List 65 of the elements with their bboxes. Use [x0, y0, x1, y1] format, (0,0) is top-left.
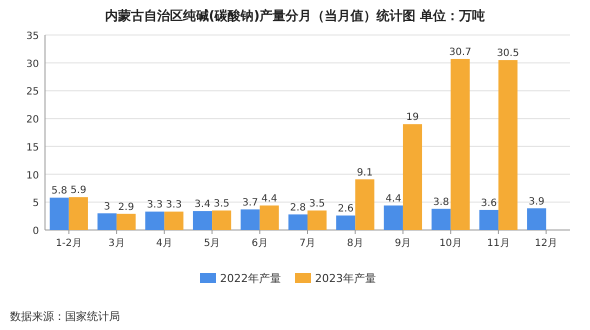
data-label: 3.7	[242, 197, 258, 208]
data-label: 2.9	[118, 202, 134, 213]
data-label: 3.9	[528, 196, 545, 208]
y-tick-label: 35	[26, 31, 39, 42]
data-label: 30.5	[496, 48, 520, 60]
x-tick-label: 12月	[534, 238, 558, 249]
data-label: 30.7	[449, 46, 472, 58]
y-tick-label: 0	[32, 226, 39, 237]
y-tick-label: 5	[32, 198, 39, 210]
bar	[68, 197, 88, 230]
x-tick-label: 11月	[487, 238, 510, 249]
bar	[432, 208, 451, 230]
bar	[355, 179, 374, 230]
x-tick-label: 9月	[394, 238, 412, 249]
bar	[145, 212, 164, 230]
x-tick-label: 5月	[204, 238, 220, 249]
bar	[384, 205, 403, 230]
bar	[260, 205, 279, 230]
source-note: 数据来源：国家统计局	[10, 310, 120, 323]
data-label: 4.4	[385, 193, 402, 204]
bar	[240, 209, 260, 230]
x-tick-label: 6月	[252, 238, 268, 249]
bar	[450, 58, 470, 230]
bar	[288, 214, 308, 230]
chart-title: 内蒙古自治区纯碱(碳酸钠)产量分月（当月值）统计图 单位：万吨	[104, 8, 486, 24]
bar	[498, 60, 518, 230]
x-tick-label: 3月	[108, 238, 125, 249]
data-label: 5.8	[51, 186, 68, 197]
data-label: 3.8	[433, 196, 450, 208]
x-tick-label: 8月	[347, 238, 364, 249]
data-label: 3.3	[146, 200, 163, 211]
data-label: 3.6	[480, 198, 497, 209]
bar	[164, 212, 184, 230]
bar	[116, 214, 136, 230]
data-label: 3.3	[166, 200, 182, 211]
bar	[479, 210, 498, 230]
x-tick-label: 7月	[299, 238, 316, 249]
x-tick-label: 10月	[439, 238, 462, 249]
data-label: 3.4	[194, 199, 210, 210]
bar	[402, 124, 422, 230]
data-label: 5.9	[70, 185, 86, 196]
y-tick-label: 20	[26, 114, 39, 126]
legend-label: 2023年产量	[315, 272, 376, 285]
bar	[98, 213, 117, 230]
x-tick-label: 1-2月	[56, 238, 82, 249]
y-tick-label: 25	[26, 86, 39, 98]
legend-label: 2022年产量	[220, 272, 281, 285]
y-tick-label: 15	[26, 142, 39, 154]
data-label: 19	[406, 112, 419, 124]
bar	[527, 208, 546, 230]
bar	[192, 211, 212, 230]
y-tick-label: 10	[26, 170, 39, 182]
data-label: 2.6	[338, 204, 354, 215]
bar	[308, 210, 327, 230]
data-label: 4.4	[261, 193, 278, 204]
data-label: 3.5	[309, 198, 325, 210]
y-tick-label: 30	[26, 58, 39, 70]
bar	[50, 198, 69, 230]
data-label: 3	[104, 201, 110, 212]
data-label: 2.8	[290, 202, 306, 214]
bar	[336, 216, 356, 230]
data-label: 9.1	[356, 167, 373, 178]
bar	[212, 210, 232, 230]
x-tick-label: 4月	[156, 238, 173, 249]
data-label: 3.5	[214, 198, 230, 210]
